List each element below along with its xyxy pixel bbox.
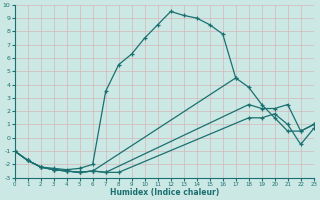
X-axis label: Humidex (Indice chaleur): Humidex (Indice chaleur): [109, 188, 219, 197]
